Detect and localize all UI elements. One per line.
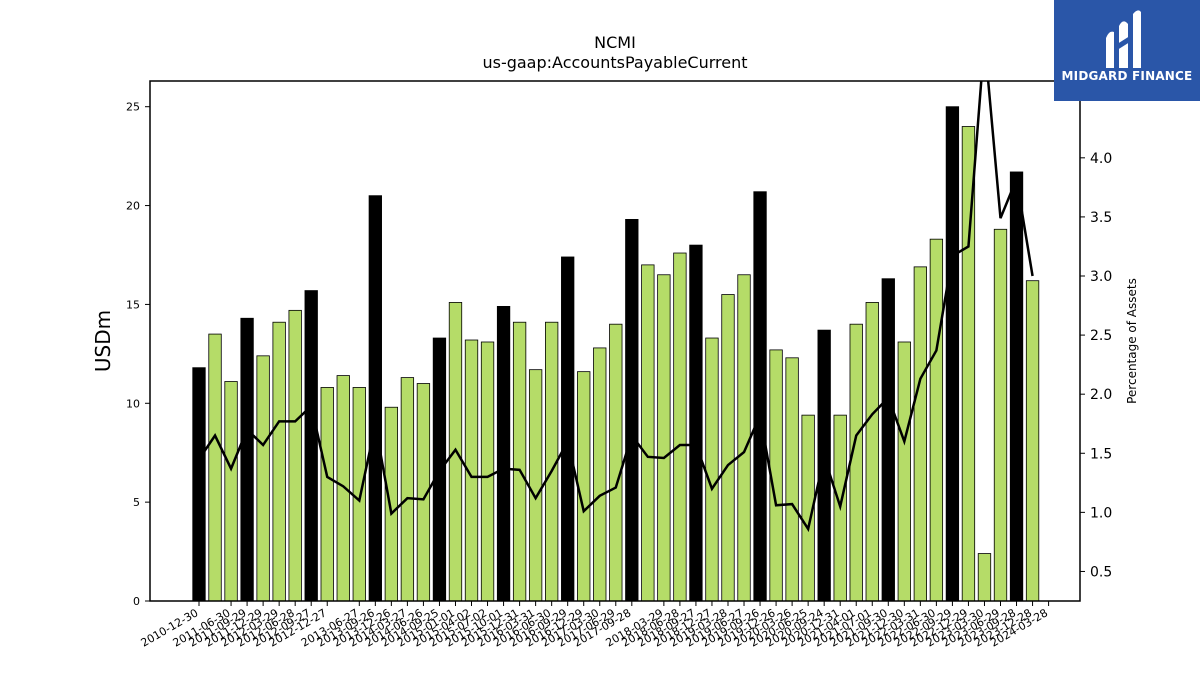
bar-2020-03-26 <box>785 357 799 602</box>
bar-2011-06-30 <box>224 381 238 602</box>
bar-2011-03-31 <box>208 333 222 602</box>
y-axis-label: USDm <box>91 310 115 372</box>
bar-2017-03-30 <box>593 347 607 602</box>
bar-2023-06-29 <box>993 228 1008 602</box>
y2-tick-label: 1.5 <box>1090 446 1112 462</box>
bar-2013-06-27 <box>352 387 366 602</box>
bar-2023-09-28 <box>1009 171 1024 602</box>
bar-2012-03-29 <box>272 321 286 602</box>
bar-2022-03-31 <box>913 266 927 602</box>
bar-2018-12-27 <box>705 337 719 602</box>
bar-2013-12-26 <box>384 406 399 602</box>
bar-2011-12-29 <box>256 355 270 602</box>
bar-2018-06-28 <box>673 252 687 602</box>
bar-2019-06-27 <box>737 274 751 602</box>
y2-tick-label: 2.0 <box>1090 387 1112 403</box>
logo-text: MIDGARD FINANCE <box>1061 69 1193 83</box>
y2-tick-label: 3.0 <box>1090 269 1112 285</box>
y2-tick-label: 4.0 <box>1090 151 1112 167</box>
pct-of-assets-line <box>197 81 1034 533</box>
bar-2011-09-29 <box>240 317 254 602</box>
bar-2018-09-27 <box>689 244 703 602</box>
midgard-finance-logo: MIDGARD FINANCE <box>1054 0 1200 101</box>
bar-2022-06-30 <box>929 238 944 602</box>
bar-2017-06-29 <box>609 323 623 602</box>
bar-2019-09-26 <box>753 191 767 602</box>
bar-2013-09-26 <box>368 195 382 602</box>
bar-2017-09-28 <box>625 218 639 602</box>
y-tick-label: 20 <box>126 200 140 213</box>
bar-2012-09-27 <box>304 290 318 602</box>
bar-2021-04-01 <box>849 323 863 602</box>
bar-2017-12-28 <box>641 264 655 602</box>
y2-tick-label: 0.5 <box>1090 564 1112 580</box>
bar-2020-09-24 <box>817 329 831 602</box>
bar-2022-09-29 <box>945 106 960 602</box>
bar-2021-12-30 <box>897 341 911 602</box>
bar-2015-07-02 <box>480 341 495 602</box>
chart-subtitle: us-gaap:AccountsPayableCurrent <box>482 53 748 72</box>
y2-axis-label: Percentage of Assets <box>1125 278 1139 404</box>
bar-2014-03-27 <box>400 377 415 602</box>
chart-title: NCMI <box>594 33 636 52</box>
bar-2019-03-28 <box>721 294 735 602</box>
bar-2023-03-30 <box>977 553 992 602</box>
y-tick-label: 5 <box>133 496 140 509</box>
y-tick-label: 25 <box>126 101 140 114</box>
bar-2021-07-01 <box>865 302 879 602</box>
bar-2016-03-31 <box>528 369 543 602</box>
bar-2018-03-29 <box>657 274 671 602</box>
logo-mark-icon <box>1106 10 1141 69</box>
y2-tick-label: 3.5 <box>1090 210 1112 226</box>
bar-2012-12-27 <box>320 387 334 602</box>
bar-2010-12-30 <box>192 367 206 602</box>
y-tick-label: 15 <box>126 298 140 311</box>
bar-2016-12-29 <box>577 371 591 602</box>
bar-2015-10-01 <box>496 305 511 602</box>
bar-2012-06-28 <box>288 309 302 602</box>
bar-2015-12-31 <box>512 321 527 602</box>
bar-2023-12-28 <box>1025 280 1040 602</box>
bar-2013-03-28 <box>336 375 350 602</box>
plot-frame <box>149 80 1081 602</box>
bar-2021-09-30 <box>881 278 895 602</box>
y2-tick-label: 2.5 <box>1090 328 1112 344</box>
y2-tick-label: 1.0 <box>1090 505 1112 521</box>
bar-2016-09-29 <box>561 256 575 602</box>
y-tick-label: 0 <box>133 595 140 608</box>
y-tick-label: 10 <box>126 397 140 410</box>
